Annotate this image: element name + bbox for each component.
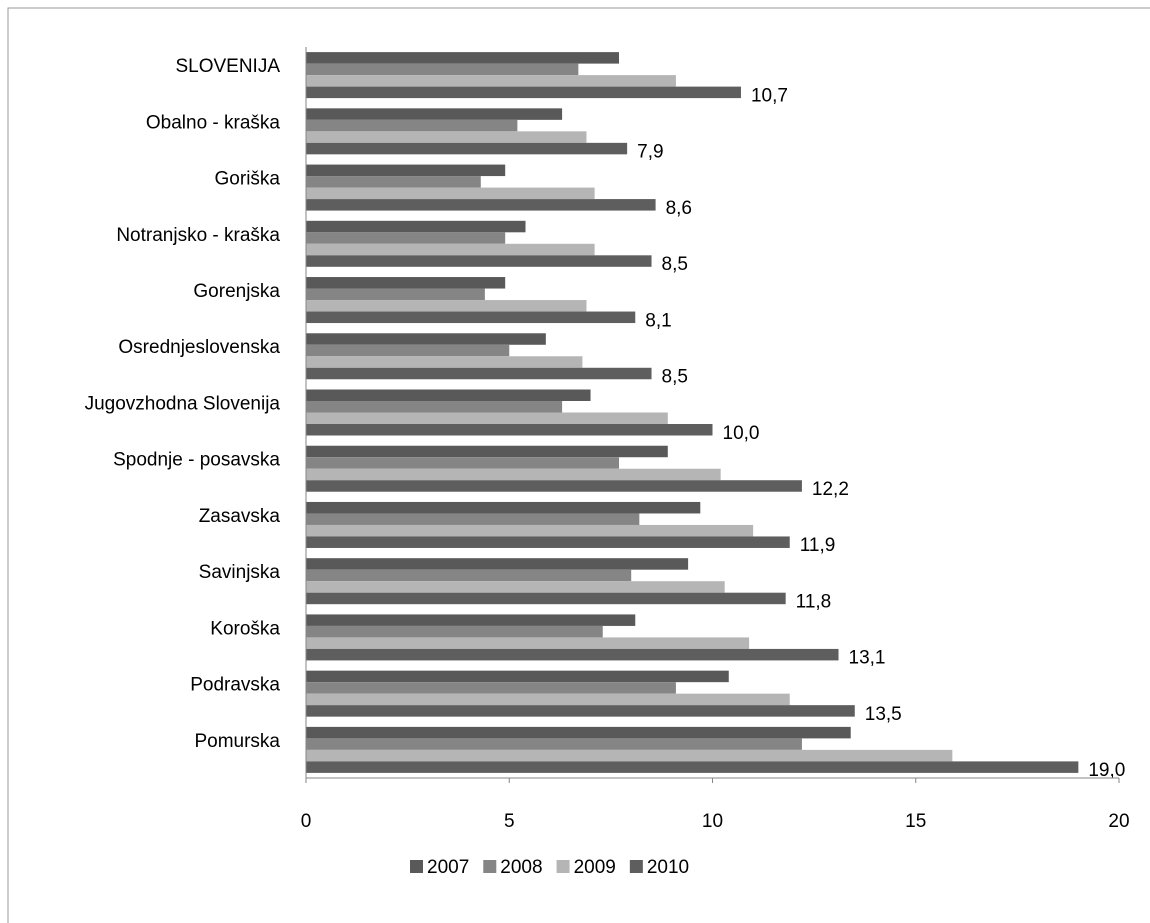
x-tick-label: 15 xyxy=(905,811,926,832)
legend-label: 2009 xyxy=(574,857,616,878)
bar xyxy=(306,670,729,683)
bar xyxy=(306,524,754,537)
bar xyxy=(306,367,652,380)
bar xyxy=(306,176,481,188)
bar xyxy=(306,86,741,99)
bar xyxy=(306,693,790,706)
bar xyxy=(306,457,620,469)
bar xyxy=(306,648,839,661)
bar xyxy=(306,187,595,200)
bar xyxy=(306,625,603,638)
y-tick-label: Obalno - kraška xyxy=(146,112,281,133)
bar xyxy=(306,761,1079,773)
bar xyxy=(306,356,583,368)
value-label: 8,5 xyxy=(662,367,688,388)
value-label: 10,0 xyxy=(723,423,760,444)
y-tick-label: Spodnje - posavska xyxy=(113,450,280,471)
bar xyxy=(306,480,802,492)
legend-swatch xyxy=(410,860,423,873)
value-label: 8,1 xyxy=(645,310,671,331)
bar xyxy=(306,682,676,694)
value-label: 7,9 xyxy=(637,142,663,163)
legend-swatch xyxy=(483,860,497,873)
bar xyxy=(306,119,518,132)
bar xyxy=(306,536,790,548)
x-tick-label: 10 xyxy=(702,811,723,832)
chart-border xyxy=(7,7,1150,923)
value-label: 10,7 xyxy=(751,85,788,106)
bar xyxy=(306,333,546,345)
bar xyxy=(306,581,725,593)
bar xyxy=(306,705,855,717)
legend-label: 2008 xyxy=(500,857,542,878)
bar xyxy=(306,389,591,401)
bar xyxy=(306,424,713,436)
bar xyxy=(306,131,587,143)
y-tick-label: Notranjsko - kraška xyxy=(116,225,280,246)
value-label: 13,1 xyxy=(849,648,886,669)
y-tick-label: Gorenjska xyxy=(193,281,280,302)
bar xyxy=(306,75,676,87)
value-label: 13,5 xyxy=(865,704,902,725)
bar xyxy=(306,311,636,324)
bar xyxy=(306,592,786,605)
y-tick-label: Savinjska xyxy=(199,562,281,583)
bar xyxy=(306,468,721,481)
x-tick-label: 5 xyxy=(504,811,515,832)
bar xyxy=(306,445,668,458)
bar xyxy=(306,232,506,244)
y-tick-label: Osrednjeslovenska xyxy=(118,337,280,358)
y-tick-label: Podravska xyxy=(190,675,280,696)
bar xyxy=(306,344,510,357)
bar xyxy=(306,637,750,649)
bar xyxy=(306,288,485,301)
legend-swatch xyxy=(629,860,643,873)
bar xyxy=(306,501,701,514)
bar xyxy=(306,199,656,211)
bar xyxy=(306,142,628,155)
y-tick-label: Koroška xyxy=(210,618,280,639)
x-tick-label: 20 xyxy=(1108,811,1129,832)
bar xyxy=(306,52,620,64)
y-tick-label: Zasavska xyxy=(199,506,281,527)
bar xyxy=(306,614,636,626)
bar xyxy=(306,300,587,312)
bar xyxy=(306,164,506,177)
bar xyxy=(306,738,802,750)
x-tick-label: 0 xyxy=(301,811,312,832)
bar xyxy=(306,558,689,570)
bar xyxy=(306,108,563,120)
bar xyxy=(306,726,851,739)
legend-label: 2010 xyxy=(647,857,689,878)
value-label: 12,2 xyxy=(812,479,849,500)
value-label: 8,6 xyxy=(666,198,692,219)
value-label: 11,8 xyxy=(796,591,832,612)
bar xyxy=(306,569,632,582)
bar xyxy=(306,243,595,256)
bar xyxy=(306,749,953,762)
bar xyxy=(306,277,506,289)
y-tick-label: Goriška xyxy=(215,169,281,190)
legend-swatch xyxy=(556,860,570,873)
y-tick-label: SLOVENIJA xyxy=(175,56,280,77)
legend-label: 2007 xyxy=(427,857,469,878)
bar xyxy=(306,513,640,525)
y-tick-label: Pomurska xyxy=(194,731,280,752)
bar xyxy=(306,401,563,413)
value-label: 19,0 xyxy=(1088,760,1125,781)
bar xyxy=(306,220,526,233)
value-label: 11,9 xyxy=(800,535,836,556)
y-tick-label: Jugovzhodna Slovenija xyxy=(85,393,281,414)
bar xyxy=(306,255,652,267)
bar xyxy=(306,412,668,424)
bar xyxy=(306,63,579,76)
value-label: 8,5 xyxy=(662,254,688,275)
